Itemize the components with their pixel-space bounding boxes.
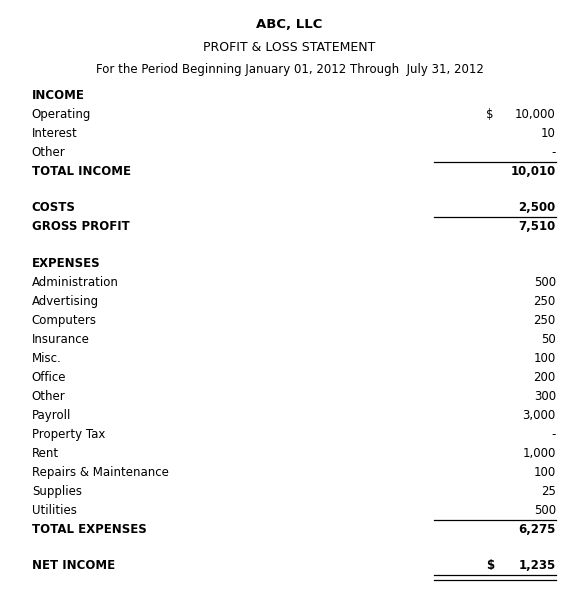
Text: Repairs & Maintenance: Repairs & Maintenance <box>32 466 168 479</box>
Text: 300: 300 <box>534 390 556 403</box>
Text: $: $ <box>486 559 494 572</box>
Text: EXPENSES: EXPENSES <box>32 257 101 270</box>
Text: For the Period Beginning January 01, 2012 Through  July 31, 2012: For the Period Beginning January 01, 201… <box>96 63 483 76</box>
Text: 25: 25 <box>541 485 556 498</box>
Text: GROSS PROFIT: GROSS PROFIT <box>32 220 130 233</box>
Text: Advertising: Advertising <box>32 295 99 308</box>
Text: Supplies: Supplies <box>32 485 82 498</box>
Text: 10,010: 10,010 <box>511 165 556 178</box>
Text: 250: 250 <box>534 295 556 308</box>
Text: 250: 250 <box>534 314 556 327</box>
Text: 1,235: 1,235 <box>519 559 556 572</box>
Text: COSTS: COSTS <box>32 201 76 214</box>
Text: Payroll: Payroll <box>32 409 71 422</box>
Text: 50: 50 <box>541 333 556 346</box>
Text: 7,510: 7,510 <box>519 220 556 233</box>
Text: Administration: Administration <box>32 276 119 289</box>
Text: Other: Other <box>32 146 65 159</box>
Text: 500: 500 <box>534 504 556 517</box>
Text: 2,500: 2,500 <box>519 201 556 214</box>
Text: 100: 100 <box>534 352 556 365</box>
Text: 10,000: 10,000 <box>515 108 556 121</box>
Text: -: - <box>551 146 556 159</box>
Text: Office: Office <box>32 371 67 384</box>
Text: Insurance: Insurance <box>32 333 90 346</box>
Text: TOTAL EXPENSES: TOTAL EXPENSES <box>32 523 146 536</box>
Text: ABC, LLC: ABC, LLC <box>256 18 323 31</box>
Text: INCOME: INCOME <box>32 89 85 102</box>
Text: 6,275: 6,275 <box>518 523 556 536</box>
Text: Misc.: Misc. <box>32 352 61 365</box>
Text: 3,000: 3,000 <box>523 409 556 422</box>
Text: 10: 10 <box>541 127 556 140</box>
Text: Rent: Rent <box>32 447 59 460</box>
Text: Other: Other <box>32 390 65 403</box>
Text: Utilities: Utilities <box>32 504 77 517</box>
Text: 1,000: 1,000 <box>522 447 556 460</box>
Text: $: $ <box>486 108 494 121</box>
Text: Computers: Computers <box>32 314 97 327</box>
Text: NET INCOME: NET INCOME <box>32 559 115 572</box>
Text: TOTAL INCOME: TOTAL INCOME <box>32 165 131 178</box>
Text: 200: 200 <box>534 371 556 384</box>
Text: Interest: Interest <box>32 127 78 140</box>
Text: Property Tax: Property Tax <box>32 428 105 441</box>
Text: 100: 100 <box>534 466 556 479</box>
Text: Operating: Operating <box>32 108 91 121</box>
Text: -: - <box>551 428 556 441</box>
Text: 500: 500 <box>534 276 556 289</box>
Text: PROFIT & LOSS STATEMENT: PROFIT & LOSS STATEMENT <box>203 41 376 53</box>
